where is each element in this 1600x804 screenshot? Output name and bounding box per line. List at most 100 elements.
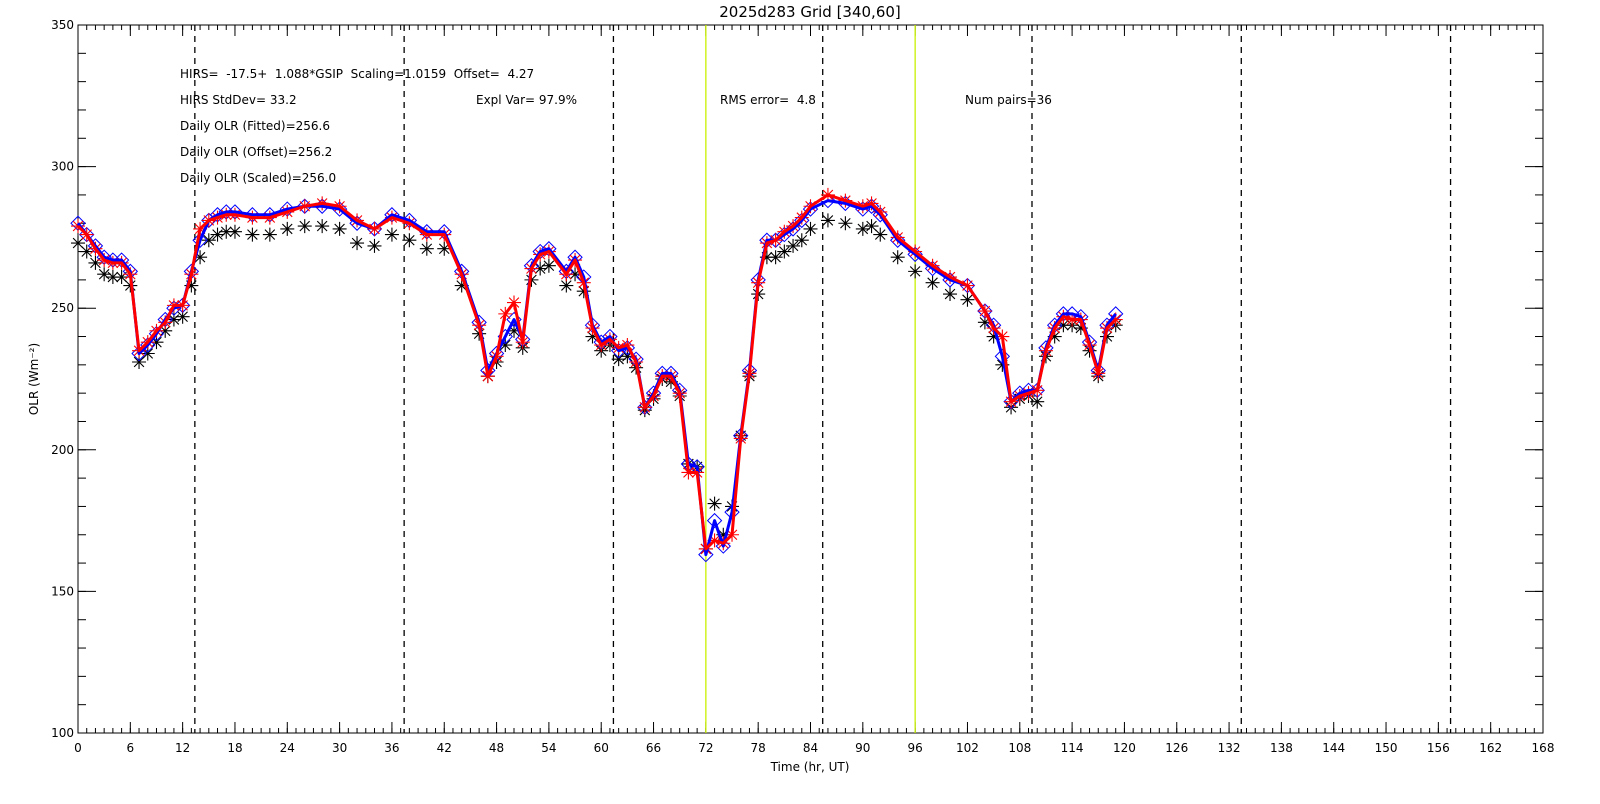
- asterisk-marker: [219, 224, 234, 239]
- x-tick-label: 66: [646, 741, 661, 755]
- asterisk-marker: [315, 219, 330, 234]
- x-tick-label: 72: [698, 741, 713, 755]
- asterisk-marker: [873, 227, 888, 242]
- asterisk-marker: [960, 292, 975, 307]
- y-tick-label: 100: [51, 726, 74, 740]
- x-tick-label: 84: [803, 741, 818, 755]
- asterisk-marker: [149, 335, 164, 350]
- asterisk-marker: [925, 275, 940, 290]
- x-tick-label: 162: [1479, 741, 1502, 755]
- asterisk-marker: [227, 224, 242, 239]
- asterisk-marker: [568, 267, 583, 282]
- x-tick-label: 126: [1165, 741, 1188, 755]
- asterisk-marker: [175, 309, 190, 324]
- asterisk-marker: [585, 329, 600, 344]
- x-tick-label: 144: [1322, 741, 1345, 755]
- annotation: Daily OLR (Offset)=256.2: [180, 145, 332, 159]
- asterisk-marker: [132, 355, 147, 370]
- x-tick-label: 36: [384, 741, 399, 755]
- x-tick-label: 168: [1532, 741, 1555, 755]
- annotation: Num pairs=36: [965, 93, 1052, 107]
- asterisk-marker: [105, 270, 120, 285]
- asterisk-marker: [1047, 329, 1062, 344]
- asterisk-marker: [437, 241, 452, 256]
- x-tick-label: 108: [1008, 741, 1031, 755]
- asterisk-marker: [384, 227, 399, 242]
- x-tick-label: 48: [489, 741, 504, 755]
- asterisk-marker: [367, 238, 382, 253]
- asterisk-marker: [210, 227, 225, 242]
- asterisk-marker: [419, 241, 434, 256]
- asterisk-marker: [71, 236, 85, 251]
- x-tick-label: 60: [594, 741, 609, 755]
- asterisk-marker: [559, 278, 574, 293]
- asterisk-marker: [332, 221, 347, 236]
- x-tick-label: 90: [855, 741, 870, 755]
- x-tick-label: 132: [1218, 741, 1241, 755]
- y-tick-label: 250: [51, 301, 74, 315]
- asterisk-marker: [943, 287, 958, 302]
- asterisk-marker: [297, 219, 312, 234]
- x-tick-label: 96: [908, 741, 923, 755]
- x-tick-label: 150: [1375, 741, 1398, 755]
- asterisk-marker: [114, 270, 129, 285]
- diamond-marker: [698, 546, 714, 563]
- x-tick-label: 18: [227, 741, 242, 755]
- asterisk-marker: [245, 227, 260, 242]
- asterisk-marker: [838, 216, 853, 231]
- annotation: HIRS= -17.5+ 1.088*GSIP Scaling=1.0159 O…: [180, 67, 534, 81]
- asterisk-marker: [193, 250, 208, 265]
- annotation: RMS error= 4.8: [720, 93, 816, 107]
- chart-title: 2025d283 Grid [340,60]: [719, 3, 901, 21]
- asterisk-marker: [977, 315, 992, 330]
- series-line: [76, 193, 1117, 551]
- asterisk-marker: [184, 278, 199, 293]
- asterisk-marker: [995, 357, 1010, 372]
- annotation: Daily OLR (Fitted)=256.6: [180, 119, 330, 133]
- asterisk-marker: [786, 238, 801, 253]
- y-tick-label: 300: [51, 160, 74, 174]
- asterisk-marker: [855, 221, 870, 236]
- x-tick-label: 78: [751, 741, 766, 755]
- x-tick-label: 114: [1061, 741, 1084, 755]
- annotation: Expl Var= 97.9%: [476, 93, 577, 107]
- x-tick-label: 138: [1270, 741, 1293, 755]
- asterisk-marker: [890, 250, 905, 265]
- x-tick-label: 120: [1113, 741, 1136, 755]
- asterisk-marker: [533, 261, 548, 276]
- x-tick-label: 30: [332, 741, 347, 755]
- asterisk-marker: [864, 219, 879, 234]
- asterisk-marker: [88, 255, 103, 270]
- y-tick-label: 350: [51, 18, 74, 32]
- asterisk-marker: [620, 349, 635, 364]
- y-tick-label: 150: [51, 584, 74, 598]
- asterisk-marker: [262, 227, 277, 242]
- asterisk-marker: [140, 346, 155, 361]
- asterisk-marker: [402, 233, 417, 248]
- asterisk-marker: [794, 233, 809, 248]
- x-tick-label: 12: [175, 741, 190, 755]
- asterisk-marker: [454, 278, 469, 293]
- y-axis-label: OLR (Wm⁻²): [27, 343, 41, 415]
- x-tick-label: 102: [956, 741, 979, 755]
- asterisk-marker: [158, 323, 173, 338]
- asterisk-marker: [1099, 329, 1114, 344]
- asterisk-marker: [541, 258, 556, 273]
- annotation: Daily OLR (Scaled)=256.0: [180, 171, 336, 185]
- asterisk-marker: [350, 236, 365, 251]
- asterisk-marker: [803, 221, 818, 236]
- asterisk-marker: [1073, 321, 1088, 336]
- asterisk-marker: [986, 329, 1001, 344]
- asterisk-marker: [280, 221, 295, 236]
- asterisk-marker: [1056, 318, 1071, 333]
- asterisk-marker: [97, 267, 112, 282]
- asterisk-marker: [79, 244, 94, 259]
- asterisk-marker: [768, 250, 783, 265]
- asterisk-marker: [576, 284, 591, 299]
- diamond-marker: [192, 232, 208, 248]
- asterisk-marker: [1108, 312, 1123, 327]
- asterisk-marker: [498, 338, 513, 353]
- asterisk-marker: [507, 323, 522, 338]
- asterisk-marker: [707, 496, 722, 511]
